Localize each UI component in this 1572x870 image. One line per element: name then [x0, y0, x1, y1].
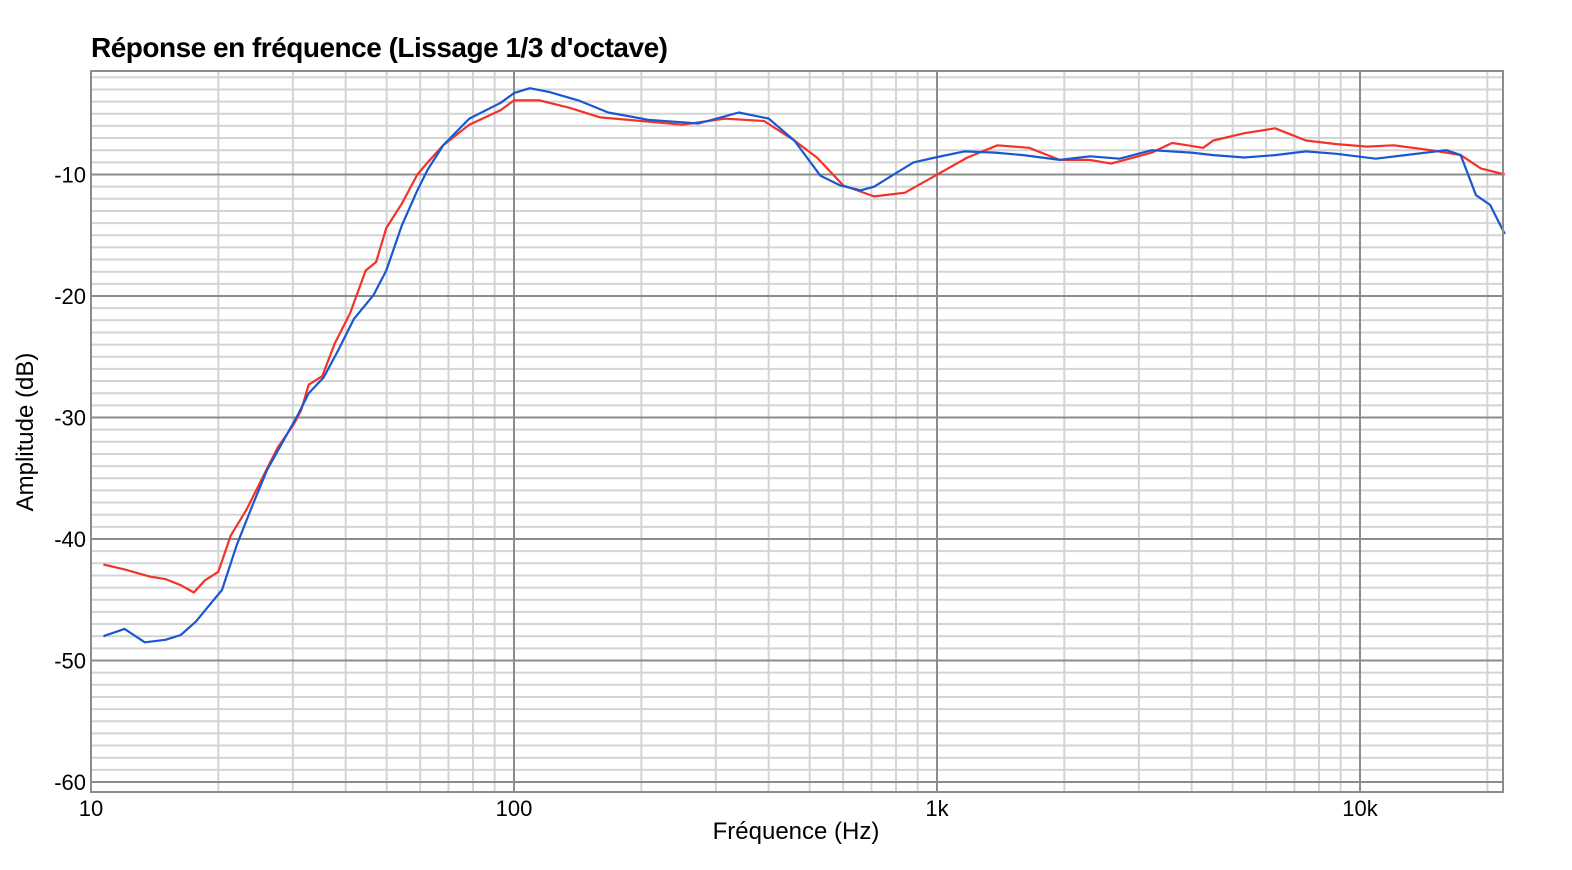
minor-gridlines	[91, 71, 1503, 792]
x-tick-label: 1k	[925, 796, 949, 821]
y-tick-label: -50	[54, 649, 86, 674]
x-tick-label: 10	[79, 796, 103, 821]
y-tick-label: -40	[54, 527, 86, 552]
y-tick-label: -60	[54, 770, 86, 795]
y-tick-label: -10	[54, 163, 86, 188]
series-line-red	[103, 99, 1506, 594]
x-tick-label: 10k	[1342, 796, 1378, 821]
x-axis-tick-labels: 10 100 1k 10k	[79, 796, 1379, 821]
chart-title: Réponse en fréquence (Lissage 1/3 d'octa…	[91, 32, 668, 63]
series-line-blue	[103, 87, 1506, 644]
series-layer	[103, 87, 1506, 644]
y-axis-label: Amplitude (dB)	[12, 352, 39, 512]
y-tick-label: -20	[54, 284, 86, 309]
plot-frame	[90, 70, 1504, 793]
y-tick-label: -30	[54, 406, 86, 431]
y-axis-tick-labels: -10 -20 -30 -40 -50 -60	[54, 163, 86, 796]
x-axis-label: Fréquence (Hz)	[712, 818, 880, 845]
x-tick-label: 100	[496, 796, 533, 821]
